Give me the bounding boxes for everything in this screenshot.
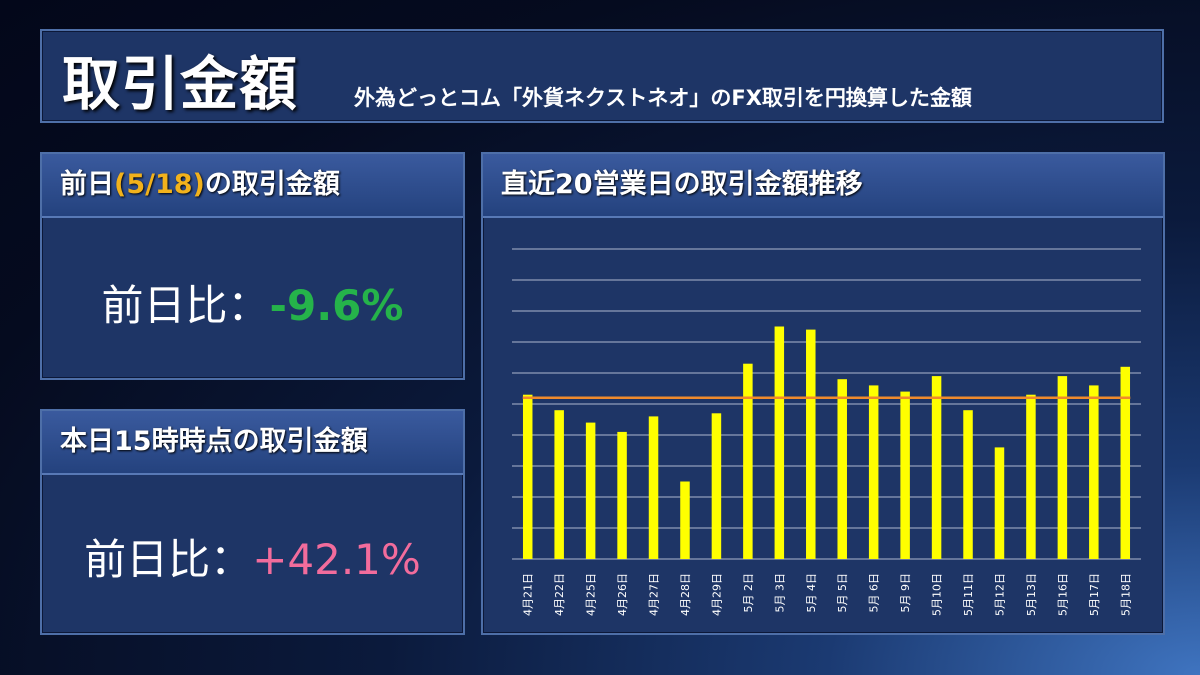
- bar: [963, 410, 973, 559]
- bar: [617, 431, 627, 559]
- bar: [931, 376, 942, 559]
- chart-panel: 直近20営業日の取引金額推移 4月21日 4月22日 4月25日 4月26日 4月27日…: [481, 152, 1165, 635]
- bar: [585, 422, 596, 559]
- page-title: 取引金額: [62, 50, 299, 118]
- header-panel: 取引金額 外為どっとコム「外貨ネクストネオ」のFX取引を円換算した金額: [40, 29, 1164, 123]
- chart-title: 直近20営業日の取引金額推移: [483, 154, 1163, 218]
- x-tick-label: 5月17日: [1088, 573, 1101, 616]
- x-tick-label: 5月 3日: [773, 573, 786, 613]
- bar: [743, 363, 753, 559]
- today-stat-value: +42.1%: [252, 535, 421, 584]
- bar: [1089, 385, 1099, 559]
- bar: [868, 385, 879, 559]
- today-stat-label: 前日比：: [84, 535, 253, 584]
- prev-day-stat: 前日比：-9.6%: [42, 272, 463, 333]
- bar: [648, 416, 659, 559]
- bar: [1057, 376, 1068, 559]
- x-tick-label: 5月 5日: [836, 573, 849, 613]
- x-tick-label: 5月16日: [1056, 573, 1069, 616]
- x-tick-label: 5月 9日: [899, 573, 912, 613]
- prev-day-title-suffix: の取引金額: [204, 169, 340, 200]
- x-tick-label: 5月12日: [993, 573, 1006, 616]
- bar: [522, 394, 533, 559]
- prev-day-title-prefix: 前日: [60, 169, 114, 200]
- bar: [680, 481, 690, 559]
- bar: [1026, 394, 1036, 559]
- prev-day-stat-label: 前日比：: [101, 281, 270, 330]
- prev-day-card: 前日(5/18)の取引金額 前日比：-9.6%: [40, 152, 465, 380]
- prev-day-title-date: (5/18): [114, 169, 205, 200]
- page-subtitle: 外為どっとコム「外貨ネクストネオ」のFX取引を円換算した金額: [354, 86, 972, 110]
- bar: [554, 410, 564, 559]
- x-tick-label: 4月26日: [616, 573, 629, 616]
- x-tick-label: 5月18日: [1119, 573, 1132, 616]
- x-tick-label: 4月27日: [648, 573, 661, 616]
- x-tick-label: 5月 4日: [805, 573, 818, 613]
- x-tick-label: 4月25日: [585, 573, 598, 616]
- bar-chart: 4月21日 4月22日 4月25日 4月26日 4月27日 4月28日 4月29日 5月 2日…: [512, 248, 1141, 616]
- bar: [774, 326, 785, 559]
- x-tick-label: 5月10日: [931, 573, 944, 616]
- today-card: 本日15時時点の取引金額 前日比：+42.1%: [40, 409, 465, 635]
- bar: [806, 329, 816, 559]
- x-tick-label: 5月 6日: [868, 573, 881, 613]
- bar: [837, 379, 847, 559]
- x-tick-label: 5月11日: [962, 573, 975, 616]
- today-card-title: 本日15時時点の取引金額: [42, 411, 463, 475]
- x-tick-label: 4月22日: [553, 573, 566, 616]
- prev-day-card-title: 前日(5/18)の取引金額: [42, 154, 463, 218]
- bar: [711, 413, 722, 559]
- x-tick-label: 5月 2日: [742, 573, 755, 613]
- bar: [1120, 366, 1131, 559]
- bar: [994, 447, 1005, 559]
- x-tick-label: 4月29日: [710, 573, 723, 616]
- today-stat: 前日比：+42.1%: [42, 526, 463, 587]
- x-tick-label: 4月21日: [522, 573, 535, 616]
- bar: [900, 391, 910, 559]
- x-tick-label: 5月13日: [1025, 573, 1038, 616]
- prev-day-stat-value: -9.6%: [269, 281, 404, 330]
- x-tick-label: 4月28日: [679, 573, 692, 616]
